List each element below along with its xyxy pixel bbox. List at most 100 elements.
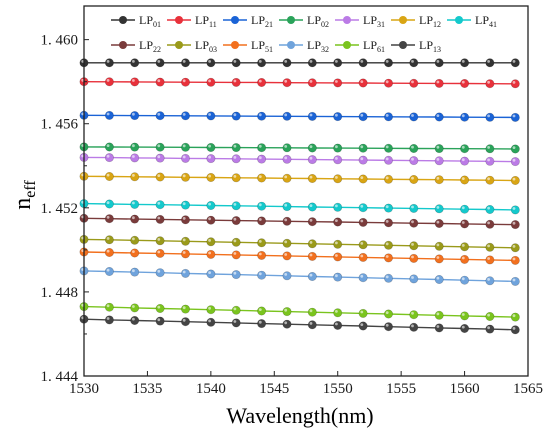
data-point [383, 218, 393, 228]
point-highlight [157, 144, 161, 148]
data-point [307, 271, 317, 281]
point-highlight [487, 60, 490, 63]
point-highlight [106, 144, 110, 148]
point-highlight [436, 158, 440, 161]
data-point [181, 172, 191, 182]
point-highlight [157, 238, 161, 241]
y-tick-label: 1. 456 [41, 117, 79, 133]
point-highlight [208, 217, 212, 221]
data-point [155, 153, 165, 163]
point-highlight [182, 217, 186, 220]
point-highlight [487, 114, 490, 118]
y-tick-label: 1. 452 [41, 201, 79, 217]
data-point [510, 255, 520, 265]
x-tick-label: 1545 [259, 381, 289, 397]
point-highlight [512, 146, 516, 150]
series-line [83, 81, 516, 85]
legend-label-prefix: LP [419, 38, 433, 52]
point-highlight [335, 254, 338, 257]
data-point [181, 77, 191, 87]
point-highlight [436, 220, 440, 224]
data-point [130, 267, 140, 277]
point-highlight [106, 201, 110, 205]
legend-label: LP22 [139, 38, 161, 54]
legend-label: LP32 [307, 38, 329, 54]
data-point [510, 58, 520, 68]
data-point [282, 238, 292, 248]
series-line [83, 305, 516, 318]
data-point [409, 175, 419, 185]
point-highlight [461, 244, 465, 247]
data-point [358, 143, 368, 153]
data-point [130, 77, 140, 87]
legend-label-sub: 22 [153, 45, 161, 54]
data-point [307, 78, 317, 88]
data-point [460, 58, 470, 68]
series-line [83, 270, 516, 283]
point-highlight [335, 157, 338, 160]
legend-marker [343, 16, 351, 24]
point-highlight [512, 327, 516, 330]
data-point [485, 112, 495, 122]
data-point [130, 315, 140, 325]
data-point [383, 203, 393, 213]
data-point [130, 58, 140, 68]
point-highlight [106, 249, 110, 253]
data-point [383, 322, 393, 332]
point-highlight [132, 112, 135, 116]
legend-label-sub: 13 [433, 45, 441, 54]
data-point [460, 323, 470, 333]
point-highlight [411, 60, 414, 63]
point-highlight [461, 256, 465, 260]
point-highlight [436, 243, 440, 247]
series-LP03 [79, 234, 520, 253]
point-highlight [411, 205, 414, 209]
data-point [231, 305, 241, 315]
point-highlight [132, 305, 135, 308]
data-point [104, 248, 114, 258]
data-point [206, 143, 216, 153]
data-point [485, 255, 495, 265]
data-point [231, 216, 241, 226]
point-highlight [512, 221, 516, 225]
data-point [510, 220, 520, 230]
data-point [104, 214, 114, 224]
point-highlight [182, 174, 186, 178]
point-highlight [233, 144, 237, 148]
point-highlight [335, 145, 338, 149]
point-highlight [436, 312, 440, 316]
point-highlight [258, 252, 262, 256]
legend-item-LP11: LP11 [167, 13, 217, 29]
point-highlight [335, 204, 338, 208]
data-point [510, 79, 520, 89]
data-point [257, 216, 267, 226]
point-highlight [233, 60, 237, 63]
data-point [333, 112, 343, 122]
point-highlight [411, 311, 414, 315]
data-point [231, 143, 241, 153]
point-highlight [284, 308, 288, 312]
legend-marker [119, 41, 127, 49]
legend-marker [231, 16, 239, 24]
data-point [409, 253, 419, 263]
point-highlight [309, 241, 313, 244]
data-point [434, 241, 444, 251]
point-highlight [132, 216, 135, 220]
point-highlight [309, 80, 313, 83]
data-point [383, 253, 393, 263]
point-highlight [411, 145, 414, 149]
series-line [83, 175, 516, 182]
data-point [282, 173, 292, 183]
point-highlight [461, 277, 465, 281]
legend-label-prefix: LP [363, 38, 377, 52]
series-line [83, 318, 516, 331]
point-highlight [284, 253, 288, 256]
point-highlight [360, 113, 364, 117]
point-highlight [182, 238, 186, 242]
point-highlight [106, 237, 110, 240]
legend-label: LP12 [419, 13, 441, 29]
data-point [460, 144, 470, 154]
point-highlight [208, 306, 212, 310]
series-LP31 [79, 152, 520, 167]
